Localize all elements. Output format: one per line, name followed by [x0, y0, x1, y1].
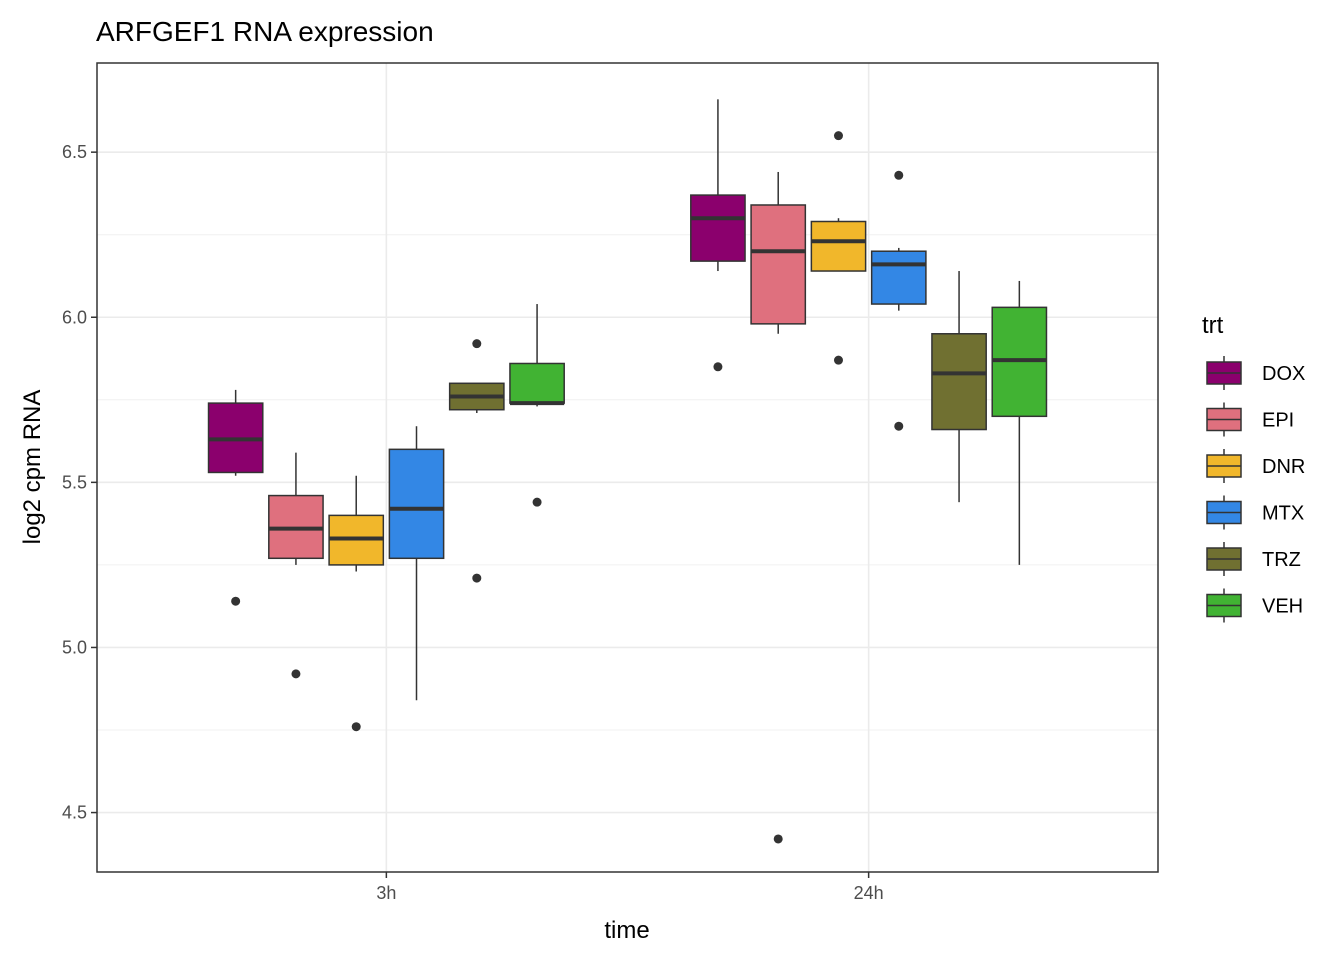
box-mtx-24h — [870, 170, 927, 431]
box-iqr — [690, 194, 746, 262]
box-iqr — [931, 333, 987, 431]
y-axis-title: log2 cpm RNA — [19, 390, 46, 545]
box-dnr-24h — [810, 131, 867, 365]
outlier-point — [532, 497, 542, 507]
axes: 4.5 5.0 5.5 6.0 6.5 3h 24h — [62, 142, 884, 903]
box-dox-24h — [690, 99, 746, 372]
outlier-point — [833, 131, 843, 141]
box-iqr — [810, 220, 867, 272]
x-tick-label: 24h — [854, 883, 884, 903]
box-veh-24h — [991, 280, 1048, 565]
x-tick-label: 3h — [376, 883, 396, 903]
outlier-point — [472, 339, 482, 349]
legend-item-veh: VEH — [1206, 588, 1303, 623]
box-trz-24h — [931, 271, 987, 503]
box-epi-24h — [750, 171, 807, 844]
legend-item-dox: DOX — [1206, 356, 1305, 390]
box-iqr — [509, 362, 565, 404]
box-iqr — [750, 204, 807, 325]
outlier-point — [713, 362, 723, 372]
legend-label: DOX — [1262, 363, 1305, 385]
x-axis-title: time — [604, 917, 649, 944]
y-tick-label: 6.0 — [62, 307, 87, 327]
y-tick-label: 4.5 — [62, 803, 87, 823]
outlier-point — [894, 170, 904, 180]
box-iqr — [870, 250, 927, 305]
plot-panel-background — [97, 63, 1158, 872]
legend-item-mtx: MTX — [1206, 495, 1304, 530]
outlier-point — [472, 573, 482, 583]
legend-label: EPI — [1262, 410, 1294, 432]
legend-item-trz: TRZ — [1206, 542, 1301, 576]
box-dnr-3h — [328, 475, 385, 732]
outlier-point — [833, 355, 843, 365]
outlier-point — [231, 596, 241, 606]
box-trz-3h — [448, 339, 505, 583]
outlier-point — [291, 669, 301, 679]
box-epi-3h — [268, 452, 324, 679]
chart-title: ARFGEF1 RNA expression — [96, 16, 434, 47]
legend-label: TRZ — [1262, 549, 1301, 571]
box-mtx-3h — [388, 426, 445, 701]
grid-lines — [97, 63, 1158, 872]
legend-label: VEH — [1262, 596, 1303, 618]
plot-panel-border — [96, 62, 1159, 873]
box-layer — [207, 99, 1048, 844]
legend: trt DOX EPI DNR MTX TRZ VEH — [1202, 312, 1305, 623]
outlier-point — [351, 722, 361, 732]
box-iqr — [388, 448, 445, 560]
legend-label: MTX — [1262, 503, 1304, 525]
outlier-point — [773, 834, 783, 844]
legend-item-epi: EPI — [1206, 402, 1294, 437]
outlier-point — [894, 421, 904, 431]
y-tick-label: 5.5 — [62, 472, 87, 492]
box-dox-3h — [207, 389, 264, 606]
y-tick-label: 6.5 — [62, 142, 87, 162]
box-veh-3h — [509, 304, 565, 507]
y-tick-label: 5.0 — [62, 637, 87, 657]
legend-item-dnr: DNR — [1206, 449, 1305, 483]
legend-label: DNR — [1262, 456, 1305, 478]
legend-title: trt — [1202, 312, 1224, 339]
